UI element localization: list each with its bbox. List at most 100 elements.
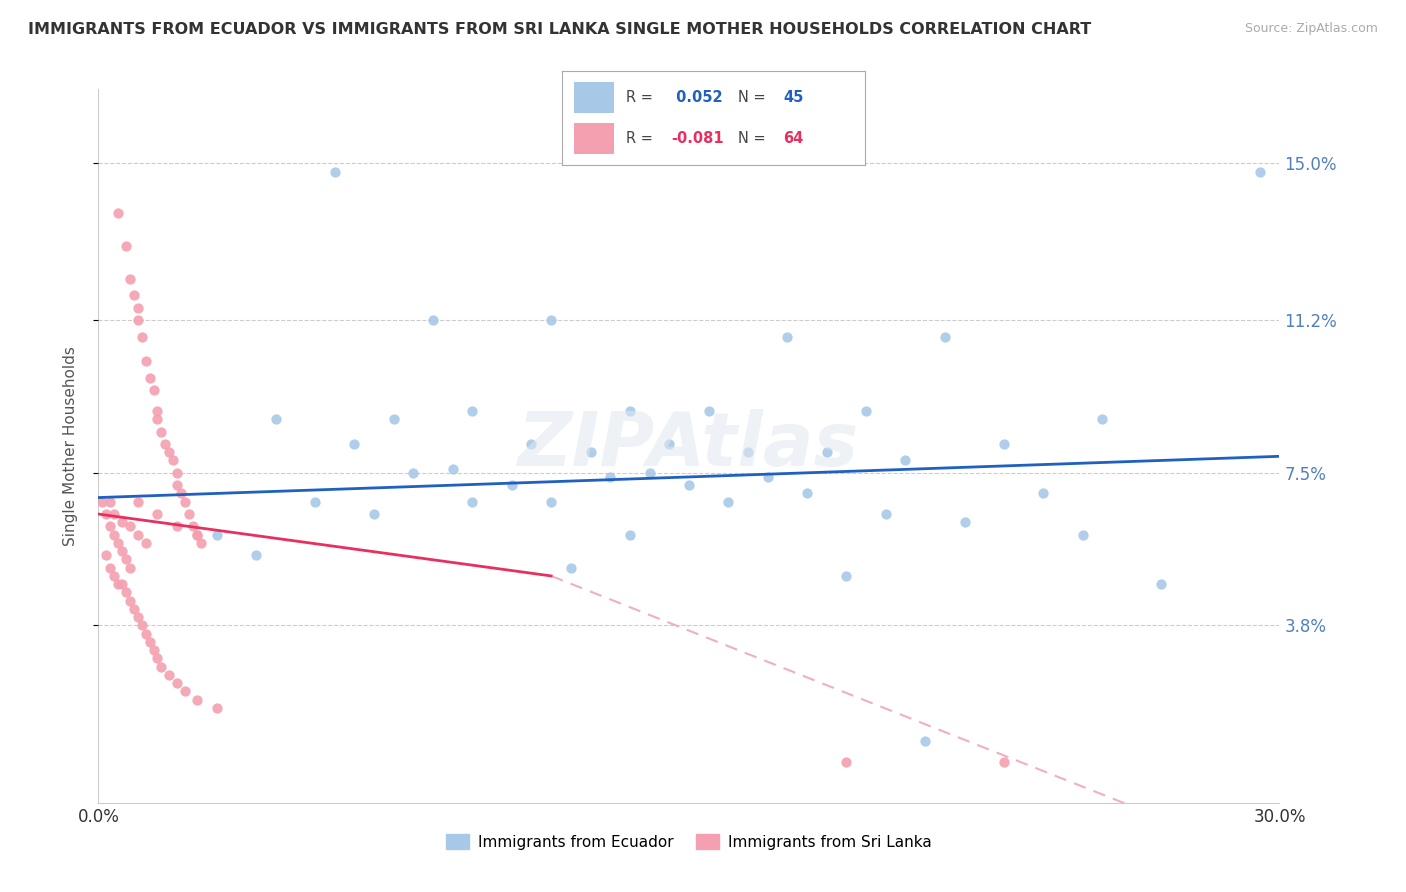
Point [127,610,149,624]
Text: N =: N = [738,89,770,104]
Point [118,593,141,607]
Point [155,437,177,451]
Point [127,301,149,315]
Point [717,494,740,508]
Point [170,486,193,500]
Point [953,516,976,530]
Point [599,470,621,484]
Text: 64: 64 [783,131,803,145]
Point [103,569,125,583]
Point [138,371,160,385]
Point [107,577,129,591]
Point [157,445,180,459]
Text: 45: 45 [783,89,803,104]
Point [776,329,799,343]
Point [1150,577,1173,591]
Point [138,635,160,649]
Point [579,445,602,459]
Point [363,507,385,521]
Text: N =: N = [738,131,770,145]
FancyBboxPatch shape [575,123,614,153]
Text: R =: R = [626,131,658,145]
Text: Source: ZipAtlas.com: Source: ZipAtlas.com [1244,22,1378,36]
Point [115,585,138,599]
Legend: Immigrants from Ecuador, Immigrants from Sri Lanka: Immigrants from Ecuador, Immigrants from… [440,828,938,855]
Point [1071,527,1094,541]
Point [181,519,204,533]
Point [186,527,208,541]
Point [638,466,661,480]
Point [96,507,118,521]
Point [177,507,200,521]
Point [304,494,326,508]
Point [115,552,138,566]
Point [323,164,346,178]
Point [111,516,134,530]
Point [1249,164,1271,178]
Point [146,412,169,426]
Point [115,239,138,253]
Point [103,507,125,521]
Point [461,404,484,418]
Point [166,466,188,480]
Point [166,478,188,492]
Point [855,404,877,418]
Point [835,755,858,769]
Point [174,494,197,508]
Point [186,692,208,706]
Point [205,527,228,541]
Point [205,701,228,715]
Text: -0.081: -0.081 [671,131,724,145]
Point [835,569,858,583]
Point [98,494,121,508]
Text: R =: R = [626,89,658,104]
Point [520,437,543,451]
Point [186,527,208,541]
Point [150,659,173,673]
Point [91,494,114,508]
Point [245,549,267,563]
Point [264,412,287,426]
Point [135,354,157,368]
Point [422,313,444,327]
Point [142,643,165,657]
Point [135,536,157,550]
Point [150,425,173,439]
Point [796,486,818,500]
Point [118,560,141,574]
Point [441,461,464,475]
Point [875,507,897,521]
Point [135,626,157,640]
Point [619,527,641,541]
Point [619,404,641,418]
Point [560,560,582,574]
Point [162,453,184,467]
Point [993,437,1015,451]
Point [678,478,700,492]
FancyBboxPatch shape [575,82,614,112]
Point [142,384,165,398]
Point [103,527,125,541]
Point [658,437,681,451]
Point [1032,486,1054,500]
Point [131,618,153,632]
Point [1091,412,1114,426]
Point [111,544,134,558]
Point [166,519,188,533]
Point [131,329,153,343]
Point [111,577,134,591]
Point [697,404,720,418]
Point [157,668,180,682]
Point [127,527,149,541]
Point [107,206,129,220]
Point [122,602,145,616]
Point [174,684,197,698]
Point [96,549,118,563]
Point [934,329,956,343]
Point [127,494,149,508]
Point [756,470,779,484]
Point [98,519,121,533]
Point [540,494,562,508]
Point [127,313,149,327]
Y-axis label: Single Mother Households: Single Mother Households [63,346,77,546]
